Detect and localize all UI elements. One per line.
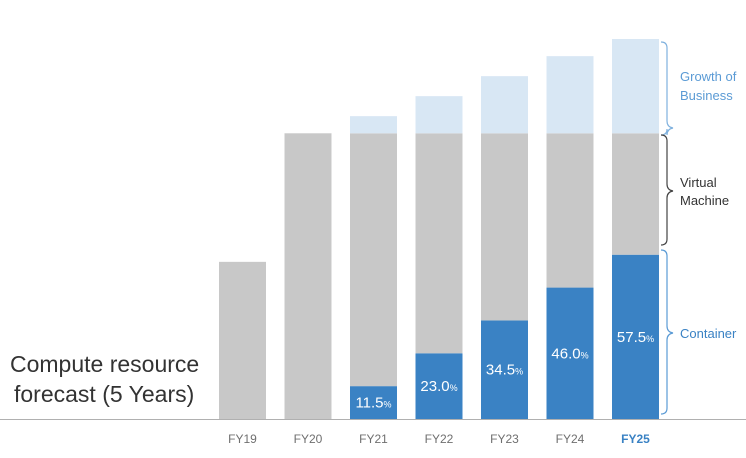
legend-container: Container	[680, 326, 737, 341]
legend-growth-line-2: Business	[680, 88, 733, 103]
bar-virtual-machine-fy19	[219, 261, 266, 419]
bar-container-fy22	[415, 353, 463, 419]
data-label-fy25: 57.5%	[617, 329, 654, 346]
bar-container-fy23	[481, 320, 528, 419]
bar-container-fy24	[546, 287, 594, 419]
bar-container-fy21	[350, 386, 397, 419]
data-label-fy24: 46.0%	[551, 345, 588, 362]
growth-brace	[660, 41, 674, 136]
bar-growth-of-business-fy22	[415, 96, 463, 134]
chart-title-line-1: Compute resource	[10, 351, 199, 377]
bar-virtual-machine-fy23	[481, 133, 528, 321]
bar-virtual-machine-fy24	[546, 133, 594, 288]
x-tick-fy25: FY25	[621, 432, 650, 446]
container-brace	[660, 249, 674, 415]
data-labels-layer: 11.5% 23.0% 34.5% 46.0% 57.5%	[355, 329, 654, 412]
bar-growth-of-business-fy25	[612, 39, 659, 134]
x-tick-fy20: FY20	[294, 432, 323, 446]
vm-brace	[660, 134, 674, 246]
legend-growth-line-1: Growth of	[680, 69, 737, 84]
x-tick-fy22: FY22	[425, 432, 454, 446]
legend: Growth of Business Virtual Machine Conta…	[660, 41, 737, 415]
bar-virtual-machine-fy20	[284, 133, 332, 420]
chart-title-line-2: forecast (5 Years)	[14, 381, 194, 407]
legend-vm-line-2: Machine	[680, 193, 729, 208]
x-tick-fy21: FY21	[359, 432, 388, 446]
bar-virtual-machine-fy21	[350, 133, 397, 387]
legend-vm-line-1: Virtual	[680, 175, 717, 190]
bar-growth-of-business-fy23	[481, 76, 528, 134]
data-label-fy21: 11.5%	[355, 395, 391, 412]
bar-growth-of-business-fy21	[350, 116, 397, 134]
bar-container-fy25	[612, 254, 659, 419]
bar-growth-of-business-fy24	[546, 56, 594, 134]
x-tick-fy24: FY24	[556, 432, 585, 446]
data-label-fy23: 34.5%	[486, 362, 523, 379]
bar-virtual-machine-fy22	[415, 133, 463, 354]
data-label-fy22: 23.0%	[420, 378, 457, 395]
x-tick-labels: FY19 FY20 FY21 FY22 FY23 FY24 FY25	[228, 432, 650, 446]
x-tick-fy19: FY19	[228, 432, 257, 446]
bars-layer	[219, 39, 659, 420]
bar-virtual-machine-fy25	[612, 133, 659, 255]
x-tick-fy23: FY23	[490, 432, 519, 446]
